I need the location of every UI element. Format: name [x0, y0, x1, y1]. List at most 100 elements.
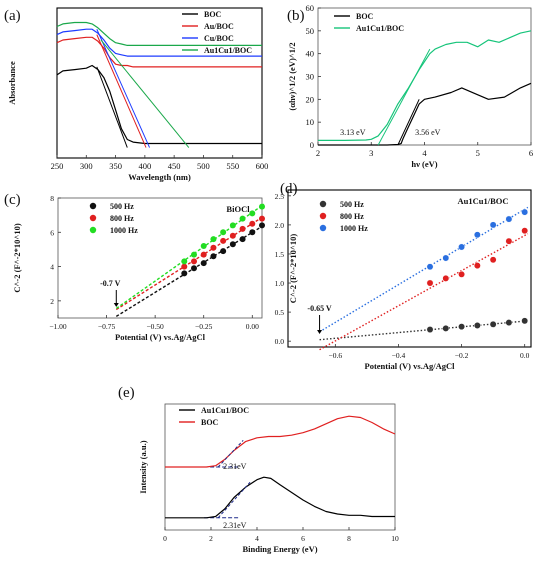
- x-tick-label: 6: [301, 534, 305, 543]
- x-tick-label: 2: [209, 534, 213, 543]
- x-tick-label: 450: [168, 161, 181, 171]
- data-point: [458, 243, 466, 251]
- tangent-line: [96, 34, 147, 148]
- tangent-line: [377, 48, 431, 146]
- legend-label: 1000 Hz: [110, 226, 138, 235]
- intercept-label: -0.65 V: [307, 304, 332, 313]
- legend-label: 1000 Hz: [340, 224, 368, 233]
- tangent-line: [96, 66, 128, 148]
- plot-frame: [56, 7, 263, 159]
- x-tick-label: 8: [347, 534, 351, 543]
- legend-label: Au/BOC: [204, 22, 234, 31]
- chart-a: 250 300 350 400 450 500 550 600 Wavelength (nm) A…: [7, 7, 269, 182]
- legend: Au1Cu1/BOC BOC: [179, 406, 249, 427]
- x-tick-label: 600: [256, 161, 269, 171]
- tangent-line: [397, 99, 420, 146]
- series-line: [165, 476, 395, 519]
- annotation-label: 2.31eV: [223, 462, 247, 471]
- y-tick-label: 8: [50, 194, 54, 203]
- data-point: [249, 210, 256, 217]
- data-point: [505, 215, 513, 223]
- fit-line: [115, 215, 265, 311]
- legend-label: Au1Cu1/BOC: [201, 406, 249, 415]
- chart-c: −1.00 −0.75 −0.50 −0.25 0.00 2 4 6 8 Potential (V…: [12, 194, 265, 342]
- y-tick-label: 10: [306, 117, 315, 127]
- x-tick-label: 350: [109, 161, 122, 171]
- series-line: [165, 415, 396, 468]
- data-point: [200, 243, 207, 249]
- y-tick-label: 0: [310, 140, 314, 150]
- intercept-arrowhead: [113, 303, 119, 307]
- legend: 500 Hz 800 Hz 1000 Hz: [319, 200, 368, 233]
- x-axis-label: hν (eV): [411, 159, 437, 169]
- tangent-line: [96, 29, 150, 148]
- series-line: [56, 21, 262, 47]
- data-point: [458, 323, 466, 331]
- data-point: [489, 221, 497, 229]
- y-tick-label: 30: [306, 72, 315, 82]
- annotation-label: 2.31eV: [223, 521, 247, 530]
- legend: 500 Hz 800 Hz 1000 Hz: [89, 202, 138, 235]
- data-point: [505, 319, 513, 327]
- data-point: [229, 222, 236, 229]
- y-tick-label: 40: [306, 49, 315, 59]
- x-tick-label: 6: [529, 148, 533, 158]
- y-tick-label: 6: [50, 228, 54, 237]
- series-line: [318, 30, 532, 141]
- data-point: [229, 232, 236, 239]
- legend-label: 500 Hz: [110, 202, 134, 211]
- annotation-label: 3.13 eV: [340, 128, 366, 137]
- x-axis-label: Wavelength (nm): [128, 172, 191, 182]
- x-tick-label: −0.75: [98, 322, 116, 331]
- x-tick-label: 400: [138, 161, 151, 171]
- legend-label: Cu/BOC: [204, 34, 234, 43]
- fit-line: [319, 233, 529, 351]
- data-point: [181, 258, 188, 265]
- x-tick-label: 0.00: [246, 322, 259, 331]
- annotation-label: 3.56 eV: [415, 128, 441, 137]
- y-axis-label: Absorbance: [7, 61, 17, 105]
- legend-swatch: [89, 214, 97, 222]
- x-tick-label: 0.0: [520, 351, 530, 360]
- data-point: [489, 320, 497, 328]
- tangent-line: [217, 439, 244, 468]
- series-line: [56, 64, 262, 145]
- data-point: [239, 236, 246, 243]
- data-point: [249, 229, 256, 236]
- legend-swatch: [319, 200, 327, 208]
- data-point: [210, 253, 217, 260]
- legend-label: BOC: [204, 10, 222, 19]
- y-tick-label: 1.5: [275, 250, 285, 259]
- legend-label: 800 Hz: [340, 212, 364, 221]
- y-tick-label: 0.0: [275, 337, 285, 346]
- data-point: [229, 241, 236, 248]
- data-point: [458, 270, 466, 278]
- y-tick-label: 0.5: [275, 308, 285, 317]
- y-axis-label: C^-2 (F^-2*10^10): [288, 234, 298, 304]
- data-point: [442, 254, 450, 262]
- x-axis-label: Binding Energy (eV): [242, 544, 317, 554]
- data-point: [489, 256, 497, 264]
- y-tick-label: 2.0: [275, 221, 285, 230]
- chart-title: BiOCl: [226, 204, 250, 214]
- y-tick-label: 2: [50, 297, 54, 306]
- data-point: [442, 324, 450, 332]
- legend-swatch: [89, 202, 97, 210]
- legend: BOC Au1Cu1/BOC: [334, 12, 404, 33]
- x-tick-label: 500: [197, 161, 210, 171]
- y-tick-label: 20: [306, 94, 315, 104]
- legend-label: 500 Hz: [340, 200, 364, 209]
- data-point: [426, 263, 434, 271]
- chart-e: 0 2 4 6 8 10 Binding Energy (eV) Intensity (a.u…: [138, 403, 399, 554]
- data-point: [220, 237, 227, 244]
- data-point: [181, 263, 188, 270]
- tangent-line: [217, 481, 251, 519]
- data-point: [191, 251, 197, 258]
- legend-label: BOC: [356, 12, 374, 21]
- x-tick-label: −0.2: [455, 351, 469, 360]
- panel-label-c: (c): [4, 192, 21, 208]
- x-tick-label: 4: [422, 148, 427, 158]
- x-tick-label: −0.6: [329, 351, 343, 360]
